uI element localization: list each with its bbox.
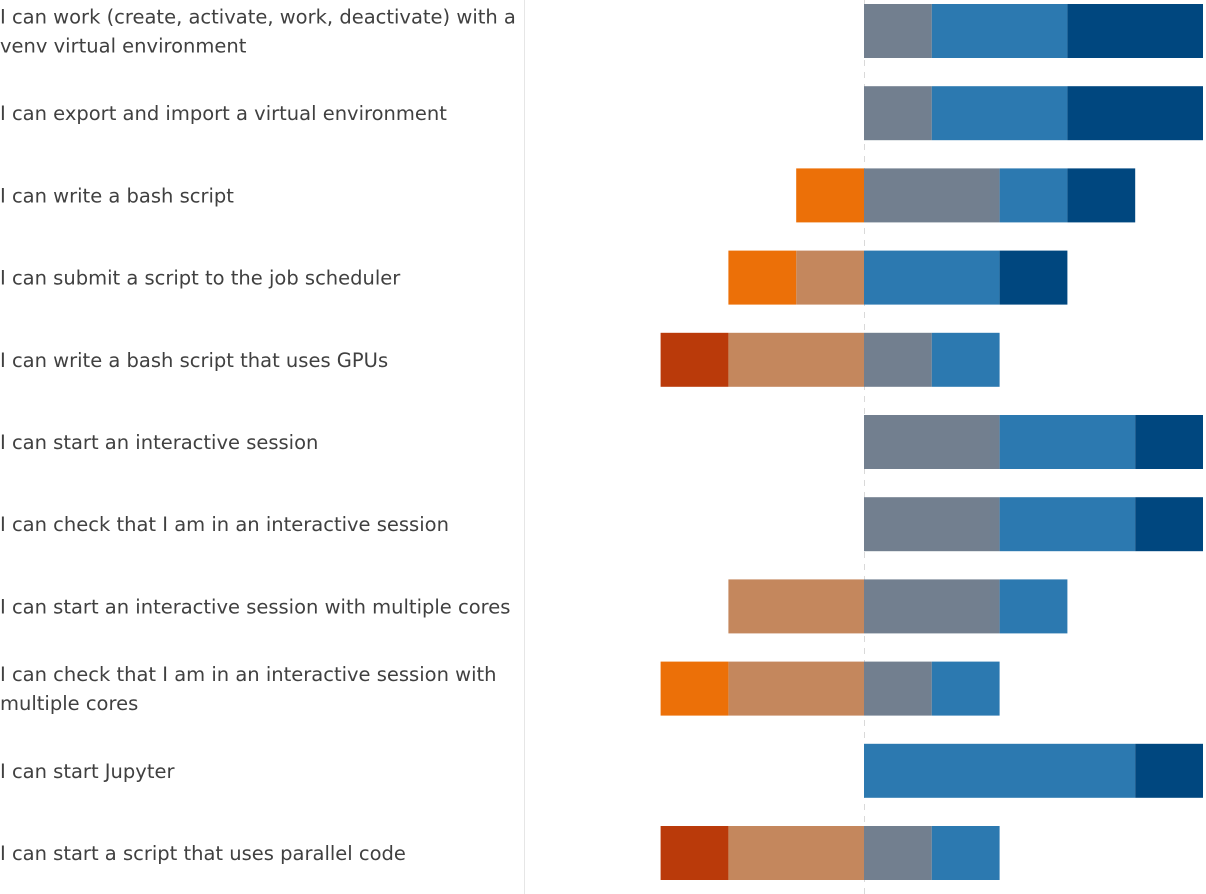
row-label: I can check that I am in an interactive … bbox=[0, 513, 449, 536]
bar-segment-negative bbox=[660, 661, 729, 716]
row-label: I can export and import a virtual enviro… bbox=[0, 102, 447, 125]
bar-segment-negative bbox=[796, 168, 864, 223]
row-label-line: I can write a bash script bbox=[0, 184, 234, 207]
bar-segment-positive bbox=[864, 743, 1136, 798]
bar-segment-positive bbox=[864, 332, 932, 387]
bar-segment-positive bbox=[1135, 743, 1203, 798]
row-label-line: I can export and import a virtual enviro… bbox=[0, 102, 447, 125]
bar-segment-positive bbox=[931, 86, 1068, 141]
row-label: I can submit a script to the job schedul… bbox=[0, 267, 401, 290]
bar-segment-positive bbox=[999, 579, 1068, 634]
bar-segment-negative bbox=[728, 661, 864, 716]
row-label: I can write a bash script that uses GPUs bbox=[0, 349, 388, 372]
row-label-line: I can submit a script to the job schedul… bbox=[0, 267, 401, 290]
bar-segment-positive bbox=[999, 250, 1068, 305]
row-label-line: I can work (create, activate, work, deac… bbox=[0, 6, 516, 29]
bar-segment-negative bbox=[728, 579, 864, 634]
bar-segment-positive bbox=[864, 497, 1000, 552]
bar-segments bbox=[660, 4, 1203, 880]
row-label: I can start Jupyter bbox=[0, 760, 175, 783]
bar-segment-negative bbox=[796, 250, 864, 305]
row-label-line: multiple cores bbox=[0, 692, 138, 715]
bar-segment-positive bbox=[864, 826, 932, 880]
bar-segment-positive bbox=[931, 332, 1000, 387]
bar-segment-positive bbox=[1135, 415, 1203, 469]
row-label: I can start an interactive session with … bbox=[0, 595, 510, 618]
bar-segment-positive bbox=[864, 86, 932, 141]
bar-segment-positive bbox=[1067, 86, 1203, 141]
bar-segment-positive bbox=[931, 661, 1000, 716]
bar-segment-positive bbox=[1067, 4, 1203, 58]
bar-segment-positive bbox=[864, 4, 932, 58]
bar-segment-positive bbox=[864, 168, 1000, 223]
row-labels: I can work (create, activate, work, deac… bbox=[0, 6, 516, 866]
row-label: I can write a bash script bbox=[0, 184, 234, 207]
row-label-line: I can start Jupyter bbox=[0, 760, 175, 783]
bar-segment-positive bbox=[864, 250, 1000, 305]
bar-segment-negative bbox=[660, 826, 729, 880]
bar-segment-negative bbox=[728, 250, 797, 305]
bar-segment-positive bbox=[999, 168, 1068, 223]
row-label-line: I can write a bash script that uses GPUs bbox=[0, 349, 388, 372]
bar-segment-positive bbox=[999, 497, 1136, 552]
bar-segment-positive bbox=[931, 826, 1000, 880]
row-label-line: I can check that I am in an interactive … bbox=[0, 663, 497, 686]
row-label: I can start a script that uses parallel … bbox=[0, 842, 406, 865]
bar-segment-positive bbox=[864, 579, 1000, 634]
row-label: I can work (create, activate, work, deac… bbox=[0, 6, 516, 58]
row-label: I can start an interactive session bbox=[0, 431, 318, 454]
row-label-line: venv virtual environment bbox=[0, 35, 247, 58]
row-label-line: I can start a script that uses parallel … bbox=[0, 842, 406, 865]
bar-segment-positive bbox=[931, 4, 1068, 58]
bar-segment-positive bbox=[999, 415, 1136, 469]
bar-segment-negative bbox=[728, 332, 864, 387]
bar-segment-positive bbox=[864, 415, 1000, 469]
bar-segment-negative bbox=[660, 332, 729, 387]
bar-segment-positive bbox=[1067, 168, 1136, 223]
bar-segment-positive bbox=[864, 661, 932, 716]
bar-segment-positive bbox=[1135, 497, 1203, 552]
bar-segment-negative bbox=[728, 826, 864, 880]
row-label-line: I can check that I am in an interactive … bbox=[0, 513, 449, 536]
row-label-line: I can start an interactive session with … bbox=[0, 595, 510, 618]
row-label-line: I can start an interactive session bbox=[0, 431, 318, 454]
row-label: I can check that I am in an interactive … bbox=[0, 663, 497, 715]
